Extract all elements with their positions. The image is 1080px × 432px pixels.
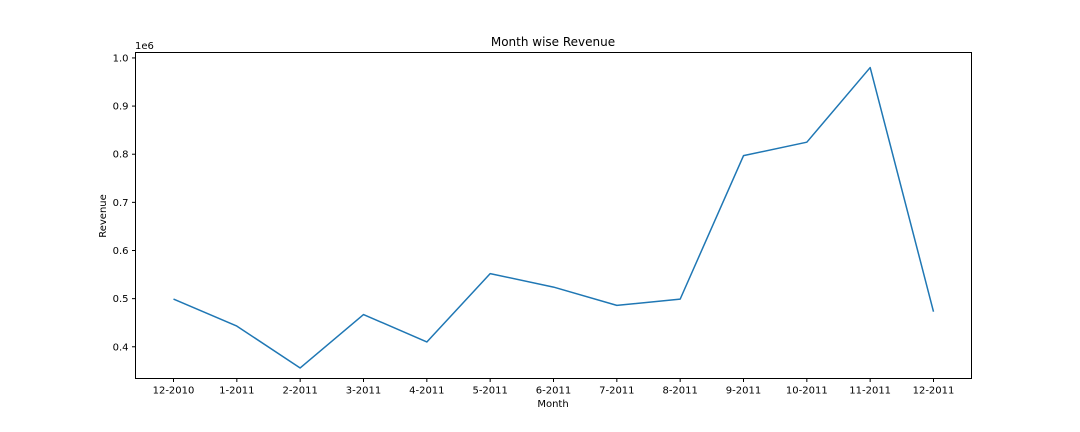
x-tick-label: 1-2011 [219, 386, 254, 397]
series-layer [173, 66, 935, 369]
chart-title: Month wise Revenue [491, 35, 615, 49]
x-tick-label: 11-2011 [849, 386, 891, 397]
y-axis-ticks: 0.4 0.5 0.6 0.7 0.8 0.9 1.0 [113, 53, 136, 353]
y-tick-label: 0.9 [113, 102, 129, 113]
x-tick-label: 3-2011 [346, 386, 381, 397]
x-tick-label: 10-2011 [786, 386, 828, 397]
y-tick-label: 1.0 [113, 53, 129, 64]
x-tick-label: 7-2011 [599, 386, 634, 397]
y-tick-label: 0.5 [113, 294, 129, 305]
y-axis-label: Revenue [98, 194, 109, 238]
y-tick-label: 0.8 [113, 150, 129, 161]
x-axis-ticks: 12-2010 1-2011 2-2011 3-2011 4-2011 5-2011 6-2… [153, 378, 955, 397]
x-tick-label: 9-2011 [726, 386, 761, 397]
revenue-series-line [173, 66, 935, 369]
x-tick-label: 5-2011 [472, 386, 507, 397]
x-tick-label: 6-2011 [536, 386, 571, 397]
y-tick-label: 0.7 [113, 198, 129, 209]
y-offset-label: 1e6 [135, 41, 154, 52]
x-tick-label: 4-2011 [409, 386, 444, 397]
x-tick-label: 12-2010 [153, 386, 195, 397]
plot-area-frame [135, 52, 972, 379]
x-tick-label: 12-2011 [913, 386, 955, 397]
x-axis-label: Month [537, 399, 568, 410]
y-tick-label: 0.6 [113, 246, 129, 257]
x-tick-label: 8-2011 [662, 386, 697, 397]
x-tick-label: 2-2011 [282, 386, 317, 397]
y-tick-label: 0.4 [113, 342, 129, 353]
